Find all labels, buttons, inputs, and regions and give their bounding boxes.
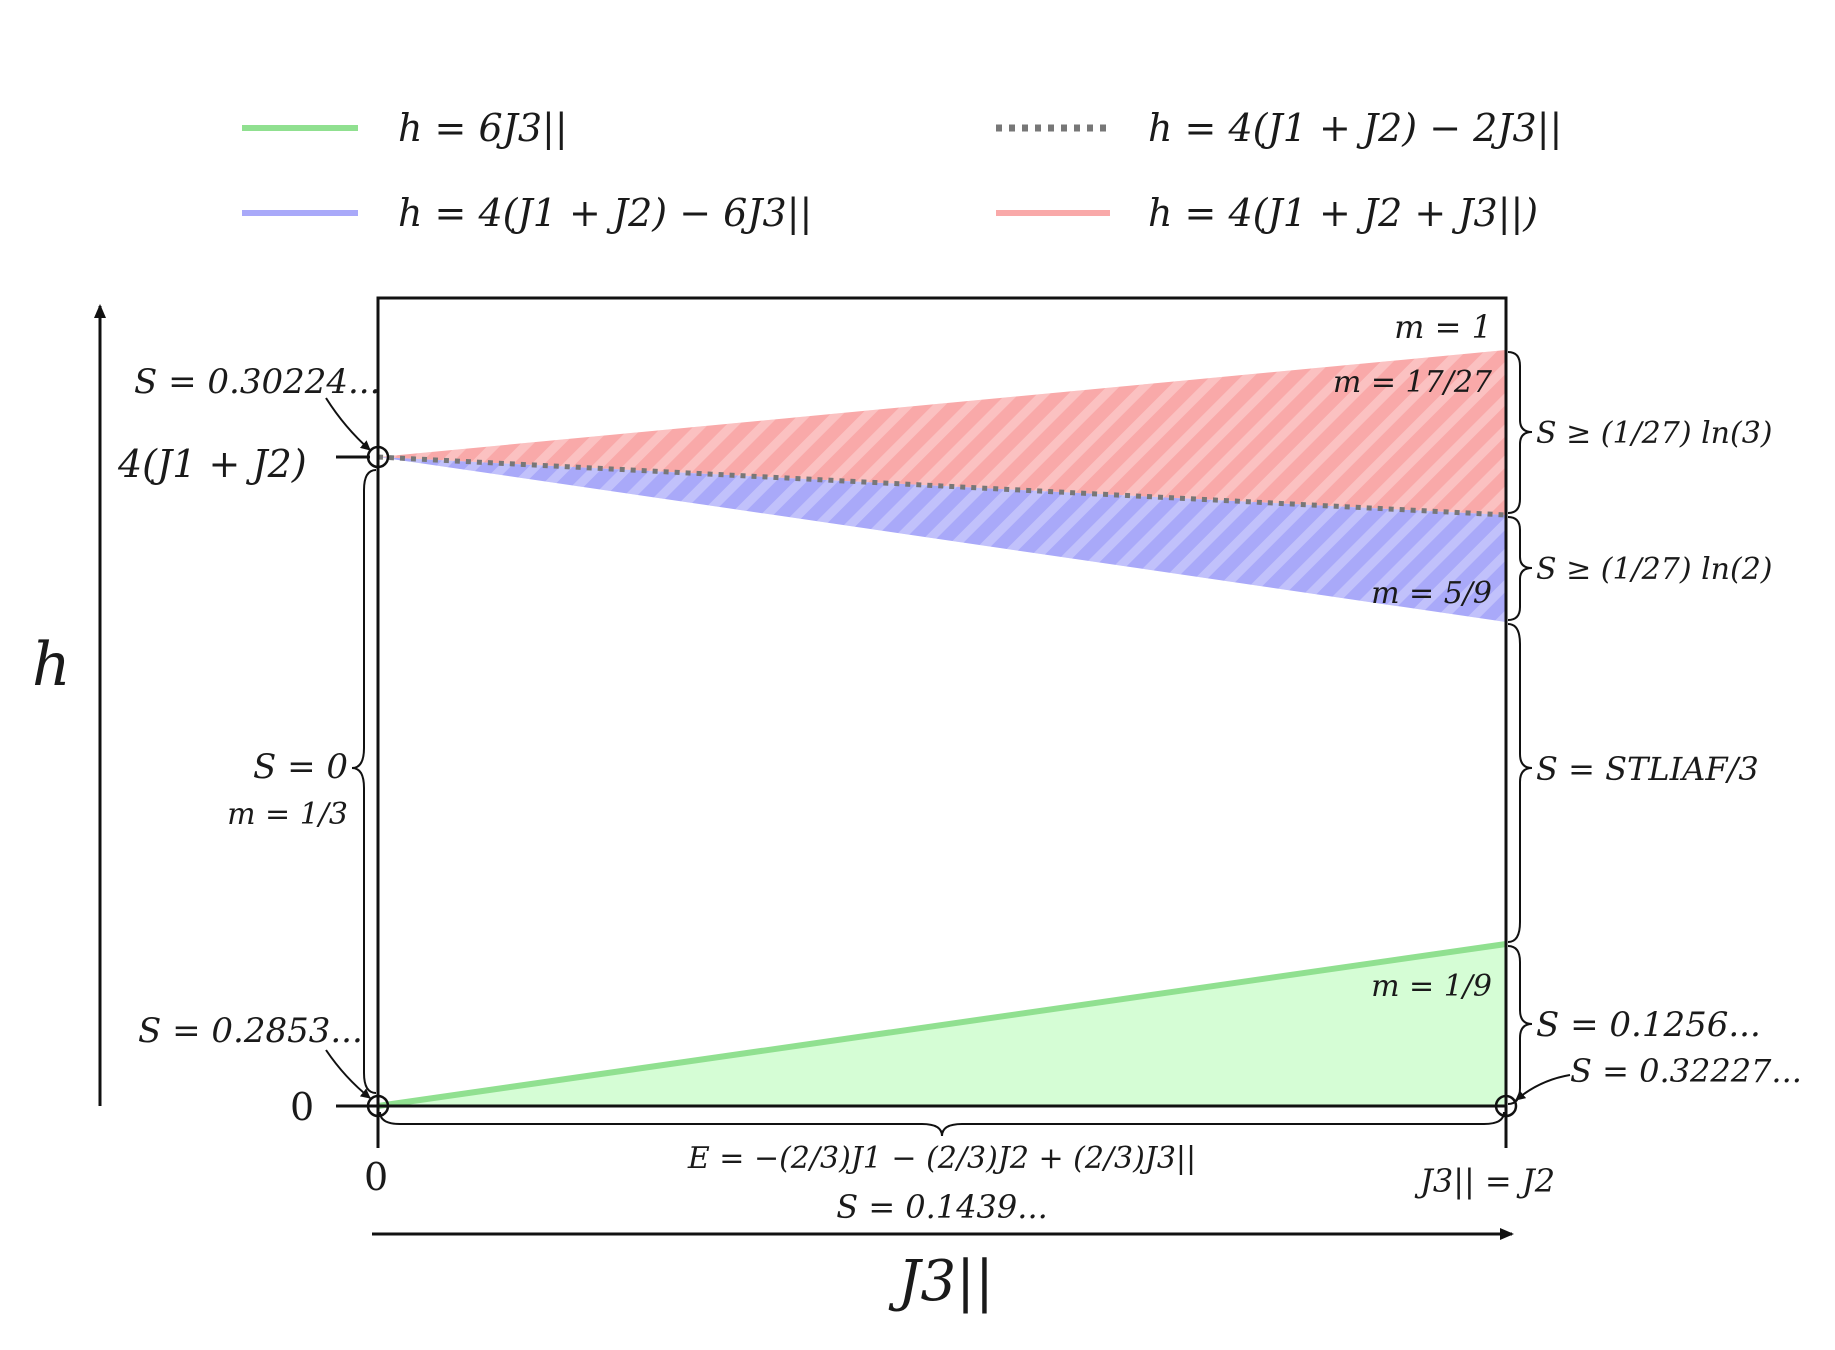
label-m-top: m = 1 (1394, 308, 1492, 346)
label-bottom-brace-S: S = 0.1439... (836, 1188, 1048, 1226)
label-right-brace-red: S ≥ (1/27) ln(3) (1536, 416, 1772, 451)
label-right-brace-blue: S ≥ (1/27) ln(2) (1536, 552, 1772, 587)
right-brace-green (1507, 945, 1533, 1105)
legend-green-label: h = 6J3|| (398, 106, 568, 150)
label-m-blue: m = 5/9 (1371, 576, 1492, 611)
label-bottom-left-point: S = 0.2853... (138, 1011, 363, 1051)
x-tick-right-label: J3|| = J2 (1414, 1162, 1555, 1200)
legend-red-label: h = 4(J1 + J2 + J3||) (1148, 191, 1538, 235)
label-left-brace-S: S = 0 (253, 747, 348, 787)
label-bottom-brace-E: E = −(2/3)J1 − (2/3)J2 + (2/3)J3|| (687, 1141, 1196, 1176)
label-top-left-point: S = 0.30224... (134, 362, 380, 402)
legend-blue-label: h = 4(J1 + J2) − 6J3|| (398, 191, 812, 235)
leader-bottom-right (1515, 1074, 1571, 1101)
leader-bottom-left (325, 1049, 371, 1099)
y-tick-zero-label: 0 (290, 1085, 314, 1129)
y-tick-top-label: 4(J1 + J2) (117, 442, 307, 486)
red-region-hatch (378, 350, 1506, 515)
label-m-red: m = 17/27 (1333, 365, 1493, 400)
leader-top-left (325, 397, 371, 451)
green-boundary-line (377, 941, 1507, 1109)
right-brace-red (1507, 351, 1533, 514)
point-bottom-left (366, 1094, 390, 1118)
x-tick-zero-label: 0 (364, 1155, 388, 1199)
y-axis-label: h (32, 630, 71, 700)
blue-region-hatch (378, 457, 1506, 622)
bottom-brace (379, 1111, 1505, 1137)
right-brace-blue (1507, 516, 1533, 621)
label-left-brace-m: m = 1/3 (227, 797, 348, 832)
legend: h = 6J3|| h = 4(J1 + J2) − 2J3|| h = 4(J… (242, 106, 1562, 235)
legend-dotted-label: h = 4(J1 + J2) − 2J3|| (1148, 106, 1562, 150)
point-bottom-right (1494, 1094, 1518, 1118)
dotted-boundary-line (377, 454, 1507, 518)
x-axis-label: J3|| (888, 1249, 994, 1314)
regions (377, 350, 1507, 1109)
point-top-left (366, 445, 390, 469)
label-right-brace-green: S = 0.1256... (1536, 1005, 1761, 1045)
right-brace-mid (1507, 623, 1533, 943)
label-right-brace-mid: S = STLIAF/3 (1536, 750, 1759, 788)
label-m-green: m = 1/9 (1371, 969, 1492, 1004)
label-bottom-right-point: S = 0.32227... (1570, 1052, 1802, 1090)
left-brace (351, 469, 377, 1094)
